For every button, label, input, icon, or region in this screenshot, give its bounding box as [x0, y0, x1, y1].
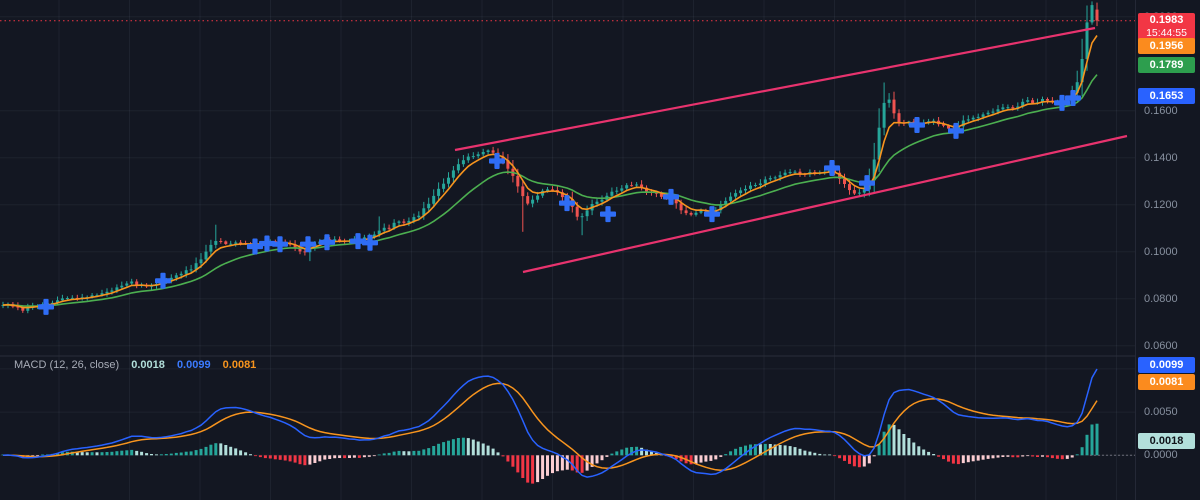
- order-marker-cross-icon: [859, 175, 875, 192]
- order-marker-cross-icon: [362, 234, 378, 251]
- macd-signal-value-badge: 0.0081: [1138, 374, 1195, 390]
- macd-indicator-title: MACD (12, 26, close): [14, 359, 120, 371]
- macd-hist-value-badge: 0.0018: [1138, 433, 1195, 449]
- order-marker-cross-icon: [600, 206, 616, 223]
- macd-tick-label: 0.0000: [1144, 449, 1178, 462]
- price-tick-label: 0.1000: [1144, 245, 1178, 258]
- order-marker-cross-icon: [909, 117, 925, 133]
- macd-lines: [2, 368, 1098, 478]
- slow-ma-line[interactable]: [2, 74, 1098, 307]
- macd-line[interactable]: [2, 368, 1098, 478]
- price-tick-label: 0.1600: [1144, 104, 1178, 117]
- order-marker-cross-icon: [319, 234, 335, 251]
- macd-line-value: 0.0099: [176, 359, 211, 371]
- price-tick-label: 0.1400: [1144, 151, 1178, 164]
- macd-legend: MACD (12, 26, close) 0.0018 0.0099 0.008…: [14, 359, 256, 371]
- order-marker-cross-icon: [38, 298, 54, 315]
- macd-tick-label: 0.0050: [1144, 406, 1178, 419]
- order-marker-cross-icon: [559, 195, 575, 212]
- trend-channel-lower-line[interactable]: [522, 134, 1128, 274]
- order-marker-cross-icon: [663, 188, 679, 205]
- order-marker-cross-icon: [247, 238, 263, 255]
- price-tick-label: 0.0800: [1144, 292, 1178, 305]
- macd-hist-value: 0.0018: [131, 359, 165, 371]
- order-marker-cross-icon: [350, 233, 366, 250]
- cross-markers: [38, 90, 1081, 315]
- price-axis[interactable]: 0.20000.16000.14000.12000.10000.08000.06…: [1135, 0, 1200, 500]
- trend-channel[interactable]: [454, 26, 1128, 274]
- ma-fast-value-badge: 0.1956: [1138, 38, 1195, 54]
- order-marker-cross-icon: [948, 122, 964, 139]
- order-marker-cross-icon: [704, 206, 720, 223]
- order-marker-cross-icon: [824, 160, 840, 176]
- order-marker-cross-icon: [1054, 94, 1070, 111]
- order-marker-cross-icon: [259, 235, 275, 252]
- macd-line-value-badge: 0.0099: [1138, 357, 1195, 373]
- order-marker-cross-icon: [1065, 90, 1081, 106]
- price-tick-label: 0.1200: [1144, 198, 1178, 211]
- macd-signal-line[interactable]: [2, 382, 1098, 471]
- ma-slow-value-badge: 0.1789: [1138, 57, 1195, 73]
- macd-signal-value: 0.0081: [222, 359, 257, 371]
- trend-channel-upper-line[interactable]: [454, 26, 1096, 152]
- price-tick-label: 0.0600: [1144, 339, 1178, 352]
- order-marker-cross-icon: [489, 153, 505, 169]
- chart-canvas[interactable]: [0, 0, 1135, 500]
- order-marker-cross-icon: [300, 236, 316, 253]
- grid-lines: [0, 0, 1135, 500]
- marker-plot-value-badge: 0.1653: [1138, 88, 1195, 104]
- countdown-timer: 15:44:55: [1146, 26, 1187, 39]
- last-price-badge: 0.1983 15:44:55: [1138, 12, 1195, 41]
- order-marker-cross-icon: [272, 236, 288, 253]
- order-marker-cross-icon: [155, 272, 171, 289]
